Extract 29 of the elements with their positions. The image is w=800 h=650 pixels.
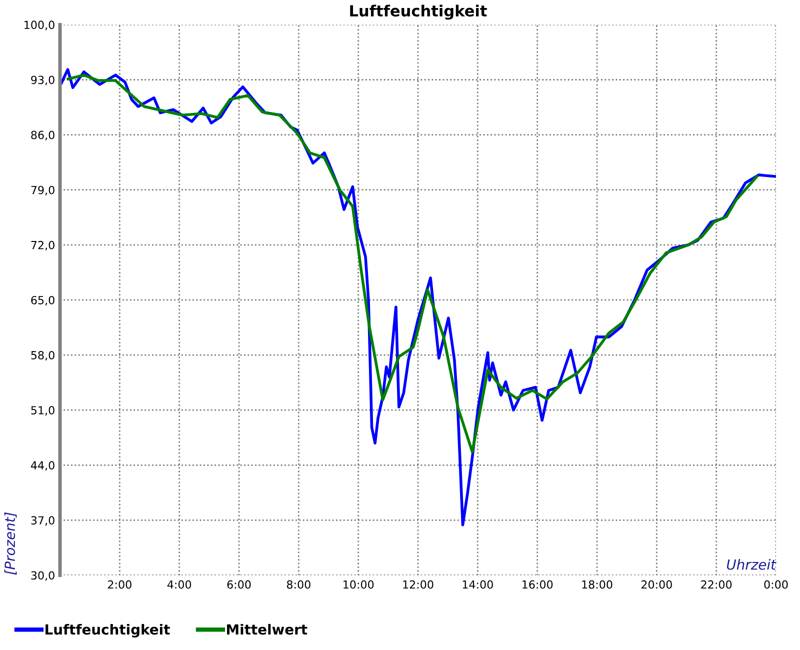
y-tick-label: 93,0 — [31, 76, 54, 86]
legend-label: Luftfeuchtigkeit — [46, 624, 170, 638]
legend-label: Mittelwert — [227, 624, 308, 635]
x-tick-label: 2:00 — [108, 580, 132, 589]
y-tick-label: 44,0 — [30, 461, 54, 471]
y-tick-label: 37,0 — [31, 516, 54, 526]
chart-title: Luftfeuchtigkeit — [350, 4, 487, 20]
x-tick-label: 6:00 — [227, 580, 251, 589]
y-tick-label: 65,0 — [31, 296, 54, 306]
x-tick-label: 14:00 — [462, 580, 493, 589]
y-tick-label: 72,0 — [31, 240, 54, 250]
x-tick-label: 20:00 — [641, 580, 672, 589]
x-axis-title: Uhrzeit — [726, 559, 776, 570]
y-tick-label: 100,0 — [24, 20, 54, 30]
y-tick-label: 58,0 — [31, 351, 54, 361]
y-tick-label: 30,0 — [31, 571, 54, 581]
x-tick-label: 18:00 — [582, 580, 612, 589]
y-tick-label: 51,0 — [31, 406, 54, 416]
x-tick-label: 4:00 — [167, 580, 192, 589]
y-axis-title: [Prozent] — [4, 512, 17, 575]
x-tick-label: 16:00 — [522, 580, 553, 589]
x-tick-label: 0:00 — [764, 580, 788, 589]
x-tick-label: 22:00 — [701, 580, 732, 589]
y-tick-label: 86,0 — [31, 130, 54, 140]
x-tick-label: 12:00 — [403, 580, 434, 589]
line-series — [66, 74, 758, 454]
x-tick-label: 10:00 — [344, 580, 374, 589]
y-tick-label: 79,0 — [31, 186, 54, 196]
x-tick-label: 8:00 — [286, 580, 310, 589]
